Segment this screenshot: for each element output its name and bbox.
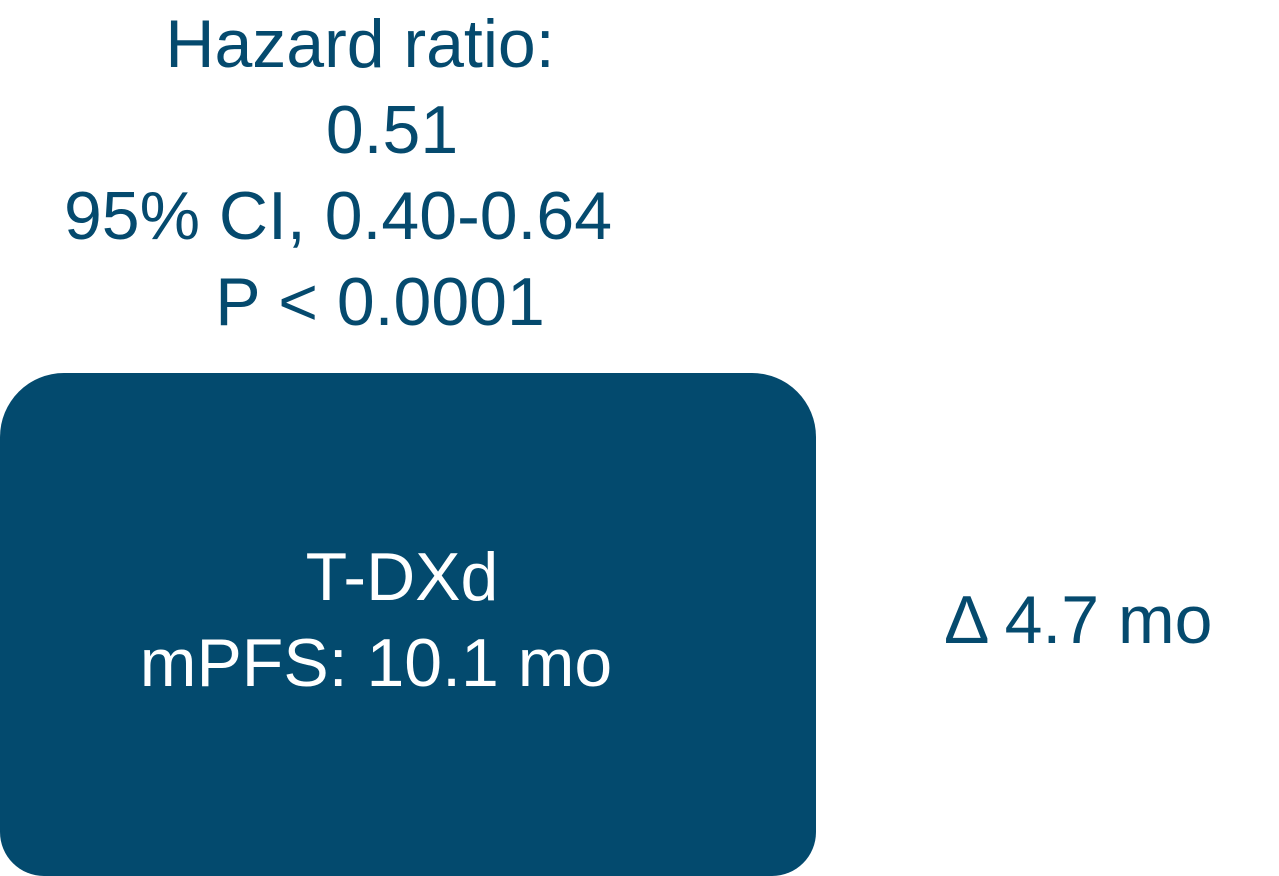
treatment-arm-mpfs: mPFS: 10.1 mo <box>139 625 613 701</box>
p-value: P < 0.0001 <box>215 264 545 340</box>
treatment-arm-box: T-DXd mPFS: 10.1 mo <box>0 373 816 876</box>
mpfs-difference-label: Δ 4.7 mo <box>944 582 1213 658</box>
treatment-arm-name: T-DXd <box>305 539 499 615</box>
hazard-ratio-value: 0.51 <box>325 92 459 168</box>
hazard-ratio-label: Hazard ratio: <box>165 6 555 82</box>
confidence-interval: 95% CI, 0.40-0.64 <box>63 178 613 254</box>
